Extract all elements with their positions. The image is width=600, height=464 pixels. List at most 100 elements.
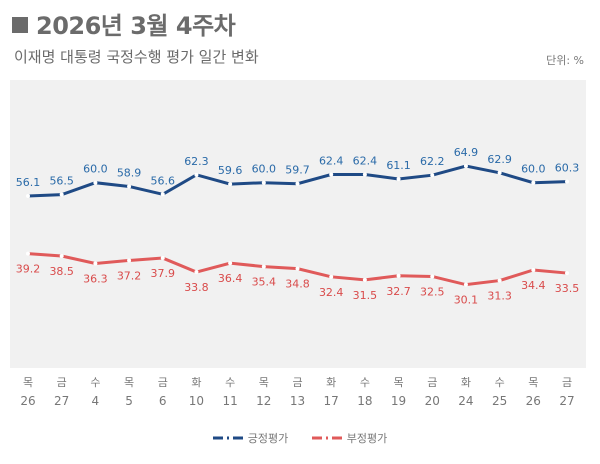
x-tick-date: 4 <box>92 394 100 408</box>
data-point-negative <box>463 282 468 287</box>
data-point-positive <box>93 180 98 185</box>
x-tick-day: 금 <box>562 376 572 389</box>
x-tick-day: 수 <box>360 376 370 389</box>
legend: 긍정평가 부정평가 <box>0 430 600 446</box>
data-label-positive: 56.1 <box>16 176 41 189</box>
chart-subtitle: 이재명 대통령 국정수행 평가 일간 변화 <box>14 48 259 66</box>
x-tick-date: 27 <box>54 394 69 408</box>
data-label-negative: 33.8 <box>184 281 209 294</box>
x-tick-date: 18 <box>357 394 372 408</box>
x-tick-date: 6 <box>159 394 167 408</box>
data-label-positive: 62.9 <box>487 153 512 166</box>
data-label-positive: 61.1 <box>386 159 411 172</box>
data-label-positive: 62.2 <box>420 155 445 168</box>
x-tick-day: 금 <box>57 376 67 389</box>
title-text: 2026년 3월 4주차 <box>36 12 236 40</box>
data-label-positive: 62.4 <box>319 155 344 168</box>
x-tick-day: 목 <box>23 376 33 389</box>
x-tick-date: 17 <box>324 394 339 408</box>
x-tick-date: 26 <box>20 394 35 408</box>
data-point-negative <box>362 277 367 282</box>
x-tick-day: 금 <box>292 376 302 389</box>
x-tick-date: 26 <box>526 394 541 408</box>
data-label-negative: 37.2 <box>117 269 142 282</box>
x-tick-day: 수 <box>90 376 100 389</box>
data-label-negative: 31.5 <box>353 289 378 302</box>
data-label-positive: 58.9 <box>117 166 142 179</box>
data-label-positive: 56.6 <box>151 174 176 187</box>
data-label-positive: 64.9 <box>454 146 479 159</box>
data-point-positive <box>26 193 30 198</box>
data-point-positive <box>59 192 64 197</box>
data-label-negative: 36.4 <box>218 272 243 285</box>
legend-item-positive: 긍정평가 <box>212 430 289 446</box>
data-point-positive <box>531 180 536 185</box>
x-tick-date: 24 <box>458 394 473 408</box>
title-square-icon <box>12 17 28 33</box>
data-point-positive <box>463 163 468 168</box>
x-tick-date: 12 <box>256 394 271 408</box>
data-point-negative <box>93 261 98 266</box>
data-label-positive: 62.4 <box>353 155 378 168</box>
unit-label: 단위: % <box>546 54 584 67</box>
data-point-negative <box>430 274 435 279</box>
data-point-positive <box>565 179 569 184</box>
data-point-negative <box>26 251 30 256</box>
data-label-positive: 56.5 <box>49 175 74 188</box>
legend-swatch-positive <box>212 436 243 440</box>
x-tick-date: 25 <box>492 394 507 408</box>
data-point-negative <box>565 271 569 276</box>
x-tick-day: 화 <box>461 376 471 389</box>
x-tick-day: 금 <box>158 376 168 389</box>
x-tick-date: 11 <box>222 394 237 408</box>
x-tick-day: 목 <box>394 376 404 389</box>
data-label-positive: 59.7 <box>285 164 310 177</box>
data-point-negative <box>497 278 502 283</box>
data-label-positive: 60.0 <box>252 163 277 176</box>
data-point-positive <box>160 192 165 197</box>
data-label-negative: 30.1 <box>454 294 479 307</box>
data-point-negative <box>531 267 536 272</box>
data-point-negative <box>194 270 199 275</box>
legend-label-negative: 부정평가 <box>346 432 388 445</box>
data-label-negative: 34.8 <box>285 278 310 291</box>
data-point-positive <box>194 172 199 177</box>
x-tick-day: 목 <box>259 376 269 389</box>
data-label-negative: 31.3 <box>487 290 512 303</box>
data-point-negative <box>228 261 233 266</box>
x-tick-day: 화 <box>191 376 201 389</box>
data-point-positive <box>295 181 300 186</box>
data-label-negative: 32.5 <box>420 285 445 298</box>
x-tick-date: 5 <box>125 394 133 408</box>
x-tick-day: 목 <box>528 376 538 389</box>
data-label-positive: 59.6 <box>218 164 243 177</box>
data-label-positive: 62.3 <box>184 155 209 168</box>
data-label-positive: 60.3 <box>555 162 580 175</box>
x-tick-date: 10 <box>189 394 204 408</box>
data-point-negative <box>329 274 334 279</box>
x-tick-day: 화 <box>326 376 336 389</box>
data-point-positive <box>396 176 401 181</box>
legend-label-positive: 긍정평가 <box>247 432 289 445</box>
data-label-positive: 60.0 <box>521 163 546 176</box>
data-label-negative: 34.4 <box>521 279 546 292</box>
x-tick-date: 13 <box>290 394 305 408</box>
data-point-positive <box>362 172 367 177</box>
data-label-positive: 60.0 <box>83 163 108 176</box>
legend-item-negative: 부정평가 <box>311 430 388 446</box>
x-tick-day: 금 <box>427 376 437 389</box>
data-point-negative <box>396 273 401 278</box>
data-label-negative: 39.2 <box>16 263 41 276</box>
data-point-positive <box>430 173 435 178</box>
plot-background <box>10 80 586 368</box>
legend-swatch-negative <box>311 436 342 440</box>
data-label-negative: 35.4 <box>252 276 277 289</box>
data-point-negative <box>295 266 300 271</box>
x-tick-date: 19 <box>391 394 406 408</box>
data-label-negative: 32.4 <box>319 286 344 299</box>
data-point-negative <box>59 254 64 259</box>
data-label-negative: 38.5 <box>49 265 74 278</box>
data-point-negative <box>160 256 165 261</box>
x-tick-date: 20 <box>425 394 440 408</box>
